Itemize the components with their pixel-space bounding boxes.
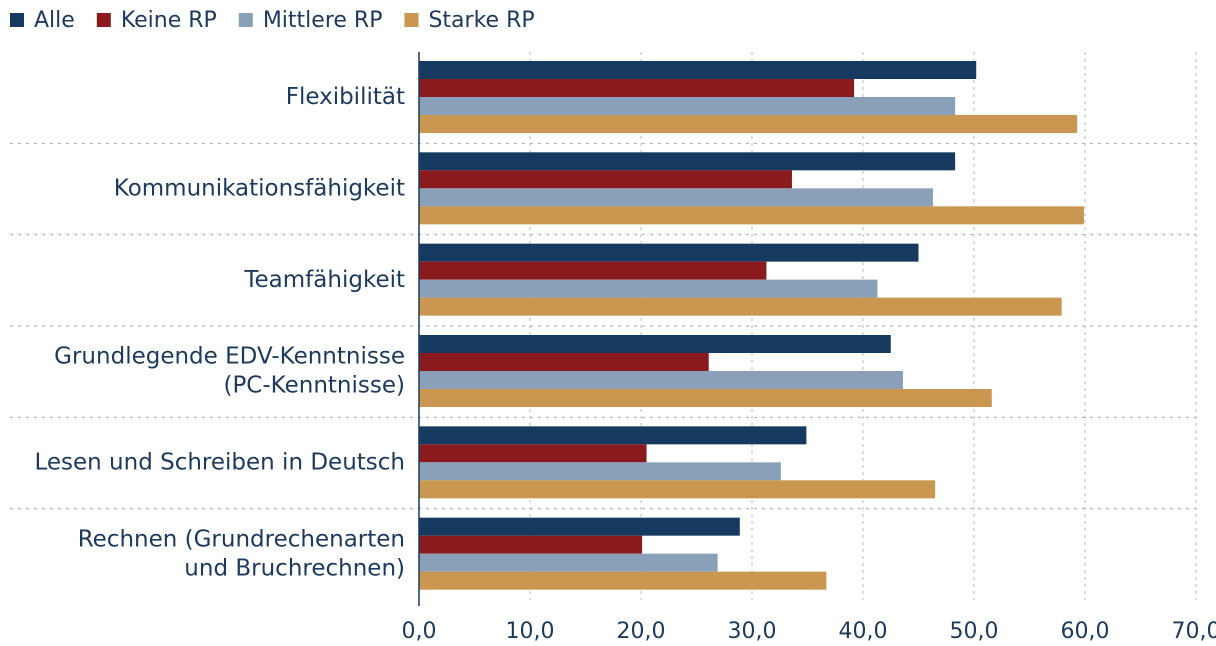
bar	[419, 389, 992, 407]
bar	[419, 462, 781, 481]
bar	[419, 170, 792, 189]
bar	[419, 61, 977, 79]
bar	[419, 243, 919, 262]
category-label: (PC-Kenntnisse)	[223, 373, 405, 399]
bar	[419, 553, 718, 572]
x-tick-label: 50,0	[950, 619, 999, 644]
bar	[419, 444, 647, 463]
bar	[419, 571, 827, 590]
bar	[419, 517, 740, 536]
bar	[419, 97, 956, 115]
bar	[419, 279, 878, 298]
x-tick-label: 70,0	[1172, 619, 1216, 644]
bar	[419, 335, 891, 353]
legend-swatch	[404, 13, 419, 27]
legend-label: Starke RP	[428, 8, 534, 33]
bar	[419, 188, 933, 207]
x-tick-label: 30,0	[728, 619, 777, 644]
legend-swatch	[96, 13, 111, 27]
x-tick-label: 10,0	[506, 619, 555, 644]
category-label: Grundlegende EDV-Kenntnisse	[54, 344, 405, 370]
x-tick-label: 20,0	[617, 619, 666, 644]
bar	[419, 535, 643, 554]
legend-label: Alle	[34, 8, 75, 33]
legend-swatch	[238, 13, 253, 27]
bar	[419, 152, 956, 171]
bar	[419, 426, 807, 445]
bar	[419, 371, 903, 389]
category-label: Kommunikationsfähigkeit	[114, 176, 405, 202]
legend-swatch	[10, 13, 24, 27]
bar	[419, 261, 767, 280]
x-tick-label: 40,0	[839, 619, 888, 644]
x-tick-label: 0,0	[402, 619, 437, 644]
bar	[419, 353, 709, 371]
bar	[419, 297, 1062, 316]
bar	[419, 480, 936, 499]
legend-label: Keine RP	[121, 8, 217, 33]
bar	[419, 115, 1078, 133]
legend-label: Mittlere RP	[263, 8, 383, 33]
bar	[419, 79, 855, 97]
category-label: Teamfähigkeit	[243, 267, 405, 293]
category-label: Flexibilität	[286, 84, 405, 110]
category-label: Lesen und Schreiben in Deutsch	[34, 450, 405, 476]
category-label: und Bruchrechnen)	[184, 555, 405, 581]
bar	[419, 206, 1084, 225]
category-label: Rechnen (Grundrechenarten	[78, 526, 405, 552]
x-tick-label: 60,0	[1061, 619, 1110, 644]
